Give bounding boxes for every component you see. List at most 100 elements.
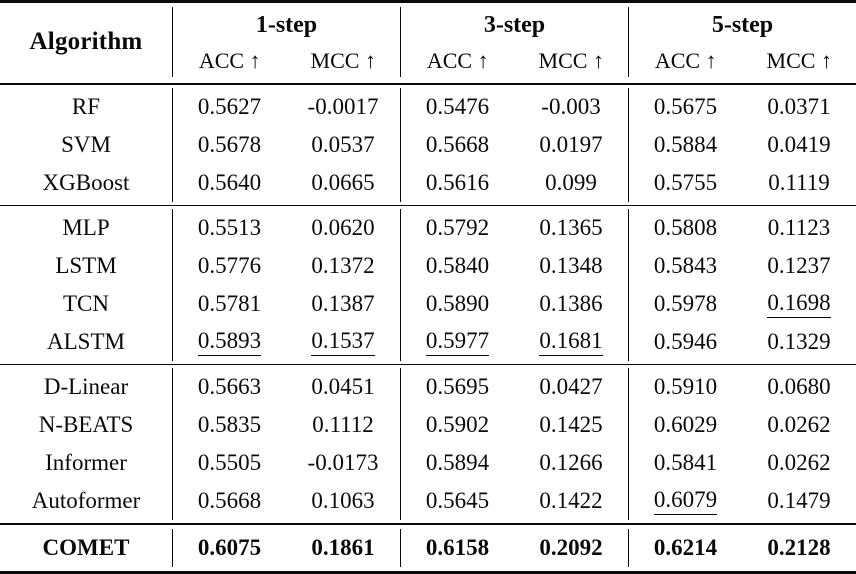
header-mcc-3step: MCC ↑	[515, 44, 629, 77]
value-cell: 0.6029	[628, 406, 742, 444]
value-cell: 0.1348	[514, 247, 628, 285]
algorithm-cell: ALSTM	[0, 323, 172, 361]
value-cell: 0.5835	[172, 406, 286, 444]
metric-value: 0.099	[545, 170, 597, 196]
value-cell: 0.5675	[628, 88, 742, 126]
value-cell: 0.1119	[742, 164, 856, 202]
metric-value: 0.1537	[311, 328, 374, 356]
value-cell: 0.6214	[628, 529, 742, 567]
value-cell: 0.1479	[742, 482, 856, 520]
subheader-row: ACC ↑ MCC ↑	[173, 44, 400, 77]
value-cell: 0.5978	[628, 285, 742, 323]
metric-value: 0.5668	[198, 488, 261, 514]
value-cell: 0.5776	[172, 247, 286, 285]
metric-value: 0.1123	[768, 215, 830, 241]
metric-value: 0.5890	[426, 291, 489, 317]
metric-value: 0.1698	[767, 290, 830, 318]
value-cell: 0.0419	[742, 126, 856, 164]
value-cell: 0.5843	[628, 247, 742, 285]
value-cell: 0.5894	[400, 444, 514, 482]
value-cell: 0.099	[514, 164, 628, 202]
metric-value: 0.1681	[539, 328, 602, 356]
algorithm-name: RF	[72, 94, 100, 120]
value-cell: 0.0427	[514, 368, 628, 406]
metric-value: 0.5977	[426, 328, 489, 356]
value-cell: 0.5781	[172, 285, 286, 323]
subheader-row: ACC ↑ MCC ↑	[401, 44, 628, 77]
algorithm-cell: D-Linear	[0, 368, 172, 406]
metric-value: 0.5695	[426, 374, 489, 400]
value-cell: 0.1861	[286, 529, 400, 567]
header-algorithm: Algorithm	[0, 7, 172, 77]
metric-value: 0.1387	[311, 291, 374, 317]
metric-value: 0.0262	[767, 450, 830, 476]
header-acc-3step: ACC ↑	[401, 44, 515, 77]
algorithm-cell: COMET	[0, 529, 172, 567]
algorithm-cell: SVM	[0, 126, 172, 164]
table-row: Informer 0.5505 -0.0173 0.5894 0.1266 0.…	[0, 444, 856, 482]
algorithm-cell: Informer	[0, 444, 172, 482]
table-row: LSTM 0.5776 0.1372 0.5840 0.1348 0.5843 …	[0, 247, 856, 285]
metric-value: 0.5978	[654, 291, 717, 317]
algorithm-name: D-Linear	[44, 374, 128, 400]
metric-value: 0.5663	[198, 374, 261, 400]
group-label-5step: 5-step	[629, 7, 856, 44]
metric-value: 0.5668	[426, 132, 489, 158]
algorithm-name: N-BEATS	[39, 412, 134, 438]
value-cell: 0.1425	[514, 406, 628, 444]
value-cell: 0.1365	[514, 209, 628, 247]
metric-value: 0.1425	[539, 412, 602, 438]
metric-value: -0.0017	[308, 94, 379, 120]
value-cell: 0.0451	[286, 368, 400, 406]
header-mcc-1step: MCC ↑	[287, 44, 401, 77]
value-cell: -0.0173	[286, 444, 400, 482]
value-cell: 0.5946	[628, 323, 742, 361]
metric-value: 0.1348	[539, 253, 602, 279]
metric-value: 0.5894	[426, 450, 489, 476]
metric-value: 0.5835	[198, 412, 261, 438]
table-row: MLP 0.5513 0.0620 0.5792 0.1365 0.5808 0…	[0, 209, 856, 247]
table-row-comet: COMET 0.6075 0.1861 0.6158 0.2092 0.6214…	[0, 529, 856, 567]
metric-value: 0.5627	[198, 94, 261, 120]
metric-value: 0.0680	[767, 374, 830, 400]
metric-value: 0.6079	[654, 487, 717, 515]
metric-value: 0.0262	[767, 412, 830, 438]
metric-value: 0.0427	[539, 374, 602, 400]
algorithm-name: LSTM	[55, 253, 116, 279]
table-row: SVM 0.5678 0.0537 0.5668 0.0197 0.5884 0…	[0, 126, 856, 164]
value-cell: -0.003	[514, 88, 628, 126]
value-cell: 0.1372	[286, 247, 400, 285]
metric-value: 0.2128	[767, 535, 830, 561]
table-row: RF 0.5627 -0.0017 0.5476 -0.003 0.5675 0…	[0, 88, 856, 126]
metric-value: 0.2092	[539, 535, 602, 561]
metric-value: 0.5513	[198, 215, 261, 241]
value-cell: 0.6079	[628, 482, 742, 520]
metric-value: 0.1119	[768, 170, 830, 196]
value-cell: 0.5640	[172, 164, 286, 202]
subheader-row: ACC ↑ MCC ↑	[629, 44, 856, 77]
algorithm-name: TCN	[63, 291, 109, 317]
header-mcc-5step: MCC ↑	[743, 44, 856, 77]
metric-value: 0.0371	[767, 94, 830, 120]
metric-value: 0.0620	[311, 215, 374, 241]
metric-value: 0.6029	[654, 412, 717, 438]
section-ts-models: D-Linear 0.5663 0.0451 0.5695 0.0427 0.5…	[0, 364, 856, 523]
metric-value: 0.5893	[198, 328, 261, 356]
value-cell: 0.5841	[628, 444, 742, 482]
table-row: D-Linear 0.5663 0.0451 0.5695 0.0427 0.5…	[0, 368, 856, 406]
algorithm-name: XGBoost	[43, 170, 130, 196]
metric-value: 0.5645	[426, 488, 489, 514]
metric-value: 0.5808	[654, 215, 717, 241]
metric-value: 0.5910	[654, 374, 717, 400]
value-cell: 0.5668	[400, 126, 514, 164]
metric-value: 0.5505	[198, 450, 261, 476]
section-classic-ml: RF 0.5627 -0.0017 0.5476 -0.003 0.5675 0…	[0, 83, 856, 205]
value-cell: 0.5627	[172, 88, 286, 126]
algorithm-cell: RF	[0, 88, 172, 126]
section-comet: COMET 0.6075 0.1861 0.6158 0.2092 0.6214…	[0, 523, 856, 571]
value-cell: 0.5645	[400, 482, 514, 520]
value-cell: 0.5476	[400, 88, 514, 126]
value-cell: 0.1386	[514, 285, 628, 323]
metric-value: 0.5884	[654, 132, 717, 158]
value-cell: 0.1112	[286, 406, 400, 444]
